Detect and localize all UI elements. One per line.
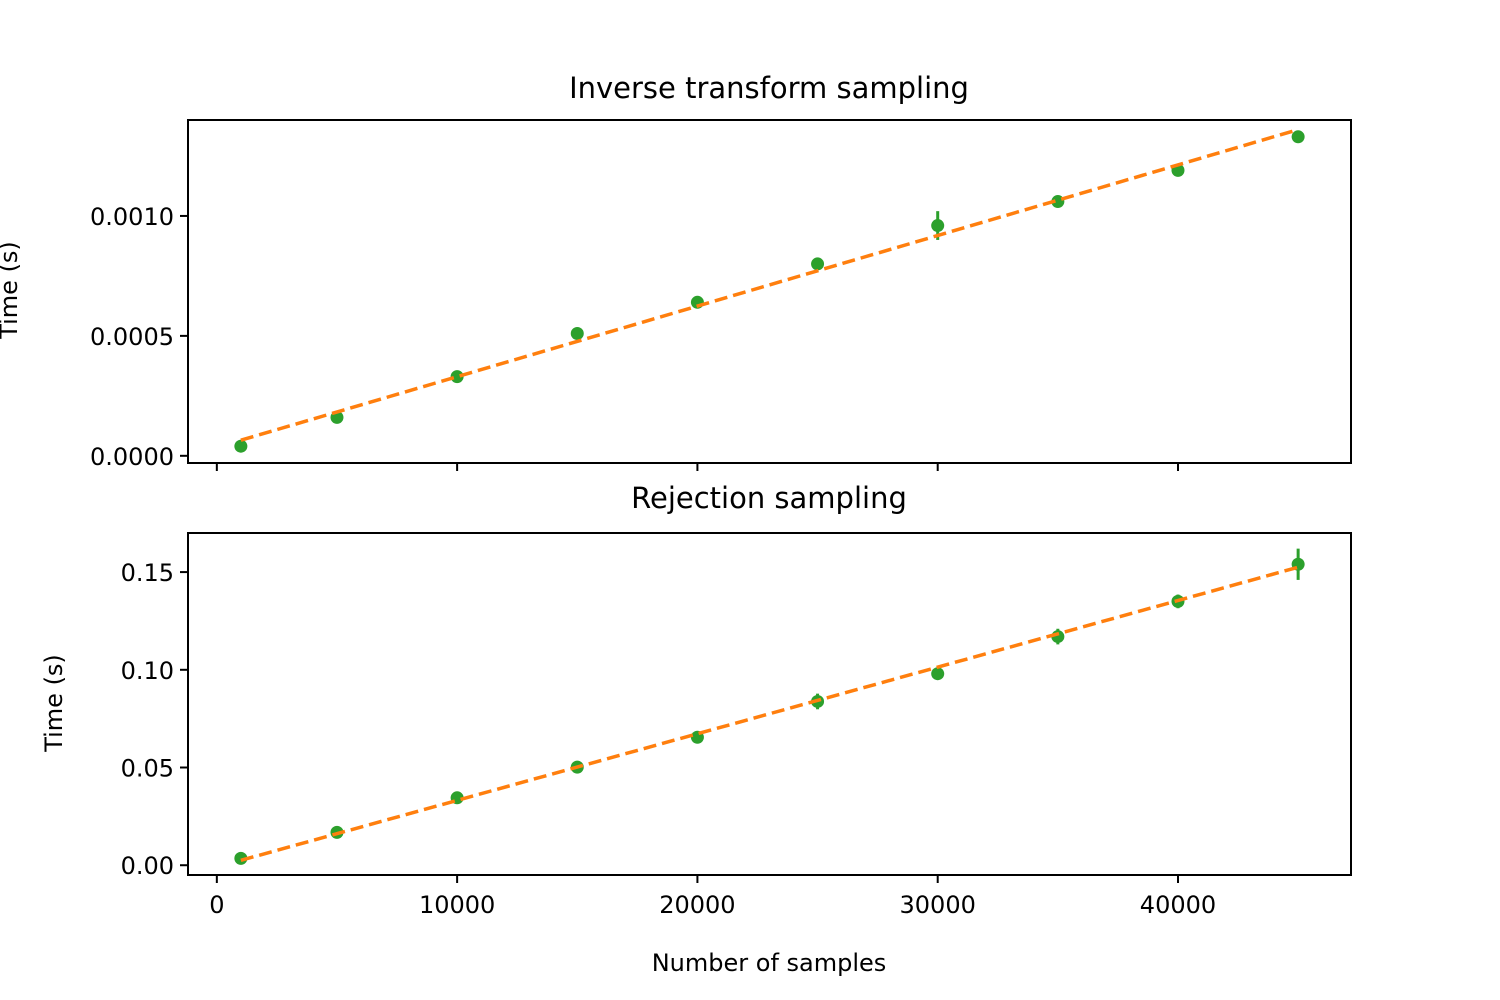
y-tick-label: 0.0010	[90, 203, 174, 231]
data-point	[234, 851, 248, 865]
x-tick-label: 30000	[900, 891, 976, 919]
fit-line	[240, 565, 1299, 863]
data-point	[931, 667, 945, 681]
data-point	[931, 219, 945, 233]
x-axis-label: Number of samples	[652, 949, 887, 977]
data-point	[570, 326, 584, 340]
data-point	[811, 257, 825, 271]
axis-ticks: 0.0000 0.0005 0.0010	[90, 203, 1179, 471]
panel-inverse-transform: Inverse transform sampling Time (s) 0.00…	[0, 71, 1352, 471]
y-tick-label: 0.0000	[90, 443, 174, 471]
panel-rejection: Rejection sampling Time (s) Number of sa…	[40, 481, 1352, 977]
axes-frame	[187, 119, 1352, 464]
plot-area	[234, 127, 1305, 453]
axes-frame	[187, 532, 1352, 876]
data-point	[234, 439, 248, 453]
y-tick-label: 0.05	[121, 755, 174, 783]
y-axis-label: Time (s)	[40, 654, 68, 753]
axis-ticks: 0 10000 20000 30000 40000 0.00 0.05 0.10 0.15	[121, 559, 1217, 919]
x-tick-label: 0	[209, 891, 224, 919]
y-tick-label: 0.10	[121, 657, 174, 685]
fit-line	[240, 127, 1299, 442]
data-point	[450, 370, 464, 384]
panel-title: Rejection sampling	[631, 481, 907, 515]
panel-title: Inverse transform sampling	[569, 71, 969, 105]
y-tick-label: 0.0005	[90, 323, 174, 351]
plot-area	[234, 548, 1305, 865]
y-tick-label: 0.00	[121, 852, 174, 880]
x-tick-label: 20000	[659, 891, 735, 919]
data-point	[1291, 130, 1305, 144]
y-axis-label: Time (s)	[0, 241, 23, 340]
x-tick-label: 40000	[1140, 891, 1216, 919]
x-tick-label: 10000	[419, 891, 495, 919]
y-tick-label: 0.15	[121, 559, 174, 587]
